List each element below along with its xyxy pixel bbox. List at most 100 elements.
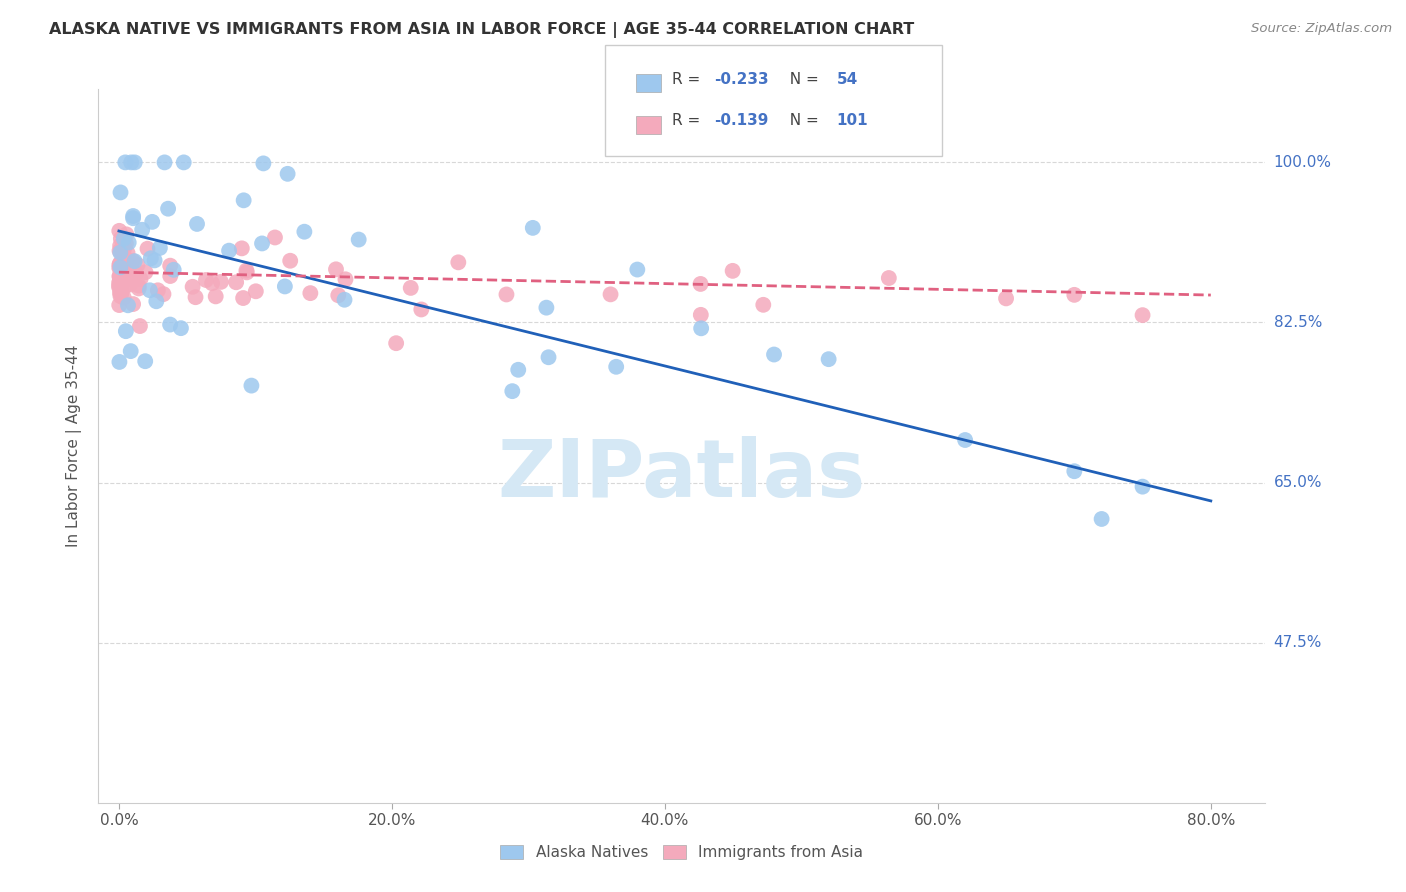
Point bbox=[112, 280, 135, 294]
Point bbox=[1132, 308, 1154, 322]
Point bbox=[995, 292, 1018, 306]
Point bbox=[399, 281, 422, 295]
Point bbox=[122, 209, 145, 223]
Y-axis label: In Labor Force | Age 35-44: In Labor Force | Age 35-44 bbox=[66, 345, 83, 547]
Text: N =: N = bbox=[780, 72, 824, 87]
Point bbox=[115, 227, 138, 242]
Point bbox=[141, 215, 163, 229]
Point bbox=[159, 259, 181, 273]
Point bbox=[110, 261, 132, 276]
Point bbox=[112, 264, 135, 278]
Point bbox=[117, 245, 139, 260]
Point bbox=[118, 235, 141, 250]
Point bbox=[112, 261, 135, 276]
Point bbox=[411, 302, 433, 317]
Point bbox=[117, 256, 139, 270]
Point bbox=[184, 290, 207, 304]
Text: 65.0%: 65.0% bbox=[1274, 475, 1322, 490]
Point bbox=[110, 289, 132, 303]
Point bbox=[495, 287, 517, 301]
Point bbox=[605, 359, 627, 374]
Point bbox=[117, 258, 139, 272]
Point bbox=[111, 276, 134, 290]
Point bbox=[139, 252, 162, 266]
Text: -0.139: -0.139 bbox=[714, 113, 769, 128]
Text: 47.5%: 47.5% bbox=[1274, 635, 1322, 650]
Point bbox=[250, 236, 273, 251]
Point bbox=[159, 318, 181, 332]
Point bbox=[163, 262, 186, 277]
Point bbox=[333, 293, 356, 307]
Point bbox=[115, 272, 138, 286]
Point bbox=[292, 225, 315, 239]
Point bbox=[1091, 512, 1114, 526]
Point bbox=[277, 167, 299, 181]
Point bbox=[145, 294, 167, 309]
Point bbox=[194, 273, 217, 287]
Point bbox=[264, 230, 287, 244]
Point bbox=[122, 297, 145, 311]
Point bbox=[129, 272, 152, 286]
Point bbox=[124, 254, 146, 268]
Point bbox=[877, 271, 900, 285]
Point bbox=[112, 275, 135, 289]
Point bbox=[139, 283, 162, 297]
Point bbox=[111, 246, 134, 260]
Point bbox=[626, 262, 648, 277]
Point bbox=[235, 265, 257, 279]
Point bbox=[117, 298, 139, 312]
Point bbox=[149, 241, 172, 255]
Point bbox=[120, 256, 142, 270]
Point bbox=[689, 277, 711, 291]
Text: ALASKA NATIVE VS IMMIGRANTS FROM ASIA IN LABOR FORCE | AGE 35-44 CORRELATION CHA: ALASKA NATIVE VS IMMIGRANTS FROM ASIA IN… bbox=[49, 22, 914, 38]
Point bbox=[120, 277, 142, 292]
Point bbox=[447, 255, 470, 269]
Point bbox=[124, 155, 146, 169]
Point bbox=[108, 258, 131, 272]
Text: R =: R = bbox=[672, 72, 706, 87]
Point bbox=[115, 324, 138, 338]
Point bbox=[235, 263, 257, 277]
Point bbox=[111, 270, 134, 285]
Point bbox=[125, 267, 148, 281]
Point bbox=[112, 232, 135, 246]
Point bbox=[752, 298, 775, 312]
Text: 101: 101 bbox=[837, 113, 868, 128]
Point bbox=[690, 321, 713, 335]
Point bbox=[1063, 464, 1085, 478]
Point bbox=[120, 344, 142, 359]
Point bbox=[599, 287, 621, 301]
Point bbox=[110, 283, 132, 297]
Point bbox=[817, 352, 839, 367]
Point bbox=[186, 217, 208, 231]
Point bbox=[112, 239, 135, 253]
Point bbox=[347, 233, 370, 247]
Point bbox=[143, 253, 166, 268]
Point bbox=[108, 280, 131, 294]
Point bbox=[159, 268, 181, 283]
Point bbox=[110, 245, 132, 260]
Point bbox=[121, 270, 143, 285]
Point bbox=[114, 270, 136, 285]
Point bbox=[136, 242, 159, 256]
Point bbox=[111, 244, 134, 258]
Point bbox=[385, 336, 408, 351]
Point bbox=[115, 259, 138, 273]
Text: Source: ZipAtlas.com: Source: ZipAtlas.com bbox=[1251, 22, 1392, 36]
Text: N =: N = bbox=[780, 113, 824, 128]
Point bbox=[108, 224, 131, 238]
Text: ZIPatlas: ZIPatlas bbox=[498, 435, 866, 514]
Point bbox=[108, 268, 131, 283]
Point bbox=[110, 256, 132, 270]
Text: 100.0%: 100.0% bbox=[1274, 155, 1331, 169]
Point bbox=[108, 276, 131, 290]
Point bbox=[110, 286, 132, 301]
Text: 54: 54 bbox=[837, 72, 858, 87]
Point bbox=[120, 155, 142, 169]
Point bbox=[537, 351, 560, 365]
Point bbox=[112, 246, 135, 260]
Point bbox=[120, 270, 142, 285]
Point bbox=[536, 301, 558, 315]
Point bbox=[111, 258, 134, 272]
Point bbox=[218, 244, 240, 258]
